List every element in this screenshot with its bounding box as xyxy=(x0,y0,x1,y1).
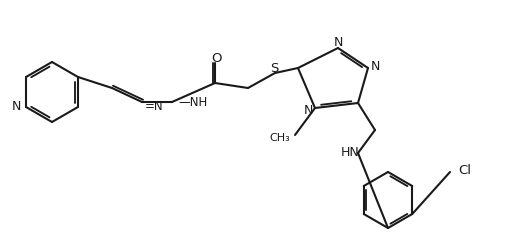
Text: N: N xyxy=(333,35,343,48)
Text: Cl: Cl xyxy=(458,163,471,176)
Text: S: S xyxy=(270,61,278,74)
Text: N: N xyxy=(11,100,21,114)
Text: —NH: —NH xyxy=(178,95,207,108)
Text: N: N xyxy=(370,60,380,73)
Text: N: N xyxy=(303,105,313,118)
Text: CH₃: CH₃ xyxy=(269,133,290,143)
Text: HN: HN xyxy=(341,147,359,160)
Text: =N: =N xyxy=(145,100,164,113)
Text: O: O xyxy=(212,52,222,65)
